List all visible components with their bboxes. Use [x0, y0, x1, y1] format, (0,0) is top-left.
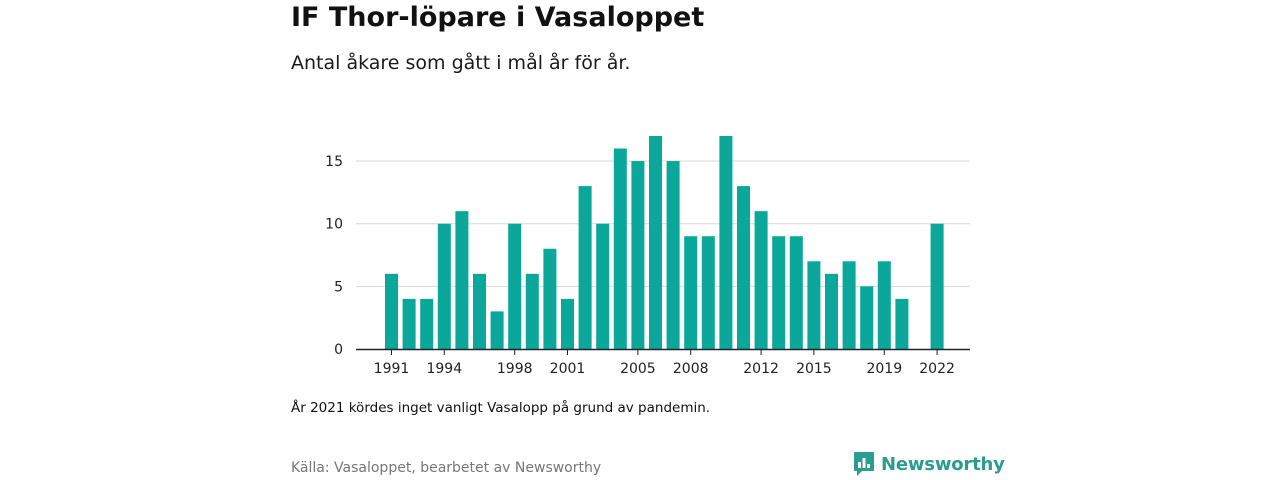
bars — [385, 135, 944, 349]
x-tick-label-1994: 1994 — [426, 361, 462, 377]
x-tick-label-2015: 2015 — [796, 361, 832, 377]
chart-source: Källa: Vasaloppet, bearbetet av Newswort… — [291, 460, 602, 476]
bar-2011[interactable] — [737, 186, 750, 349]
bar-2013[interactable] — [772, 236, 786, 349]
bar-2012[interactable] — [754, 211, 768, 349]
bar-1993[interactable] — [420, 298, 434, 349]
bar-2014[interactable] — [789, 236, 803, 349]
bar-1996[interactable] — [473, 273, 486, 349]
bar-1994[interactable] — [437, 223, 451, 349]
bar-2010[interactable] — [719, 135, 733, 349]
bar-chart-speech-bubble-icon — [854, 452, 874, 476]
bar-1991[interactable] — [385, 273, 398, 349]
x-tick-label-1991: 1991 — [374, 361, 410, 377]
bar-2001[interactable] — [561, 298, 574, 349]
y-tick-label-5: 5 — [334, 279, 343, 295]
bar-2019[interactable] — [877, 261, 891, 349]
bar-2000[interactable] — [543, 248, 557, 349]
x-tick-label-2001: 2001 — [550, 361, 586, 377]
bar-2008[interactable] — [684, 236, 698, 349]
x-tick-label-1998: 1998 — [497, 361, 533, 377]
bar-2009[interactable] — [701, 236, 715, 349]
bar-2017[interactable] — [842, 261, 856, 349]
y-tick-label-15: 15 — [325, 154, 343, 170]
bar-1997[interactable] — [490, 311, 504, 349]
bar-2018[interactable] — [860, 286, 874, 349]
chart-subtitle: Antal åkare som gått i mål år för år. — [291, 52, 631, 74]
x-tick-label-2012: 2012 — [743, 361, 779, 377]
brand-name: Newsworthy — [881, 453, 1005, 475]
bar-2004[interactable] — [613, 148, 627, 349]
axes — [356, 348, 970, 355]
bar-2022[interactable] — [930, 223, 944, 349]
bar-2005[interactable] — [631, 161, 645, 349]
x-tick-label-2008: 2008 — [673, 361, 709, 377]
bar-2006[interactable] — [649, 135, 662, 349]
y-tick-label-0: 0 — [334, 342, 343, 358]
bar-1992[interactable] — [402, 298, 416, 349]
bar-1999[interactable] — [525, 273, 539, 349]
x-tick-label-2005: 2005 — [620, 361, 656, 377]
x-tick-label-2019: 2019 — [866, 361, 902, 377]
bar-1998[interactable] — [508, 223, 522, 349]
brand-logo[interactable]: Newsworthy — [853, 451, 1005, 477]
chart-note: År 2021 kördes inget vanligt Vasalopp på… — [291, 400, 711, 416]
chart-title: IF Thor-löpare i Vasaloppet — [291, 2, 705, 33]
tick-labels: 0 5 10 15 1991 1994 1998 2001 2005 2008 2012 2015 20… — [325, 154, 955, 377]
y-tick-label-10: 10 — [325, 217, 343, 233]
bar-2016[interactable] — [825, 273, 838, 349]
bar-2020[interactable] — [895, 298, 909, 349]
bar-2003[interactable] — [596, 223, 610, 349]
bar-2002[interactable] — [578, 186, 592, 349]
x-tick-label-2022: 2022 — [919, 361, 955, 377]
bar-2007[interactable] — [666, 161, 680, 349]
bar-1995[interactable] — [455, 211, 469, 349]
bar-2015[interactable] — [807, 261, 821, 349]
